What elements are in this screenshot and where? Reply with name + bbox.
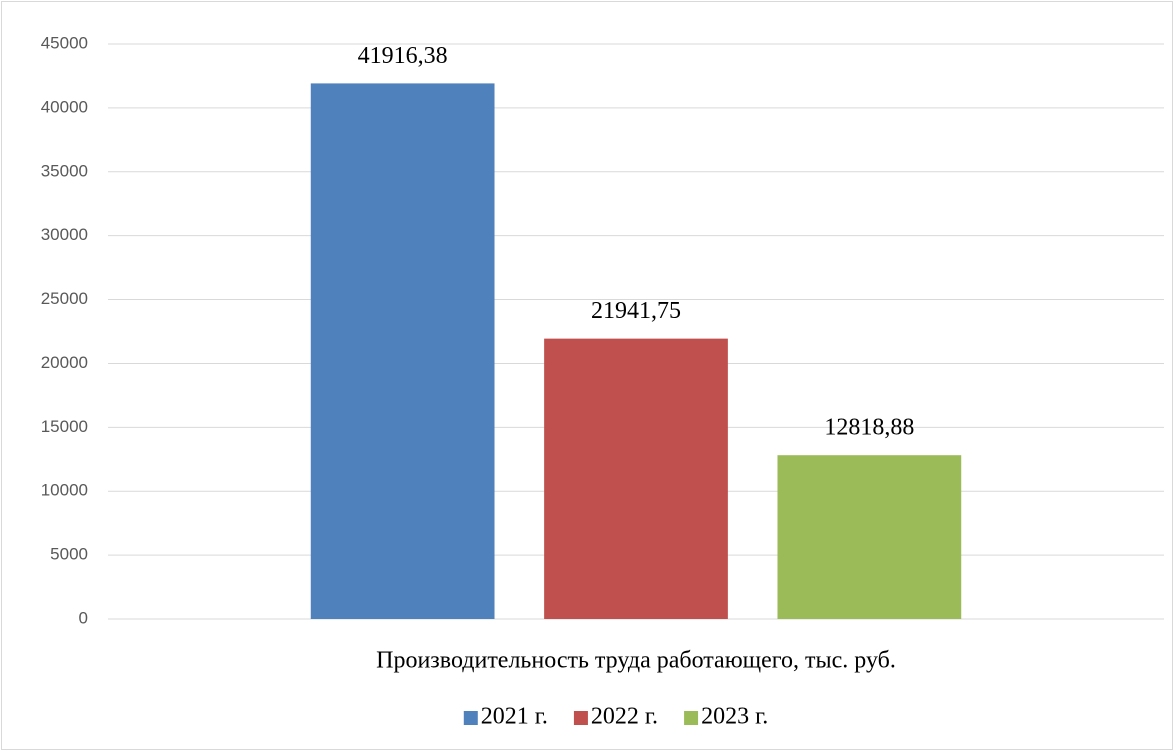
- y-tick-label: 10000: [41, 481, 88, 500]
- legend-swatch: [573, 711, 588, 725]
- data-label: 41916,38: [358, 43, 448, 69]
- bar: [777, 455, 962, 619]
- y-tick-label: 5000: [50, 545, 88, 564]
- bar: [544, 338, 728, 619]
- data-label: 21941,75: [591, 298, 681, 324]
- x-tick-label: Производительность труда работающего, ты…: [376, 648, 896, 674]
- data-label: 12818,88: [824, 415, 914, 441]
- y-tick-label: 25000: [41, 289, 88, 308]
- legend-swatch: [463, 711, 478, 725]
- y-tick-label: 35000: [41, 161, 88, 180]
- legend-label: 2022 г.: [591, 704, 658, 730]
- bar: [310, 83, 495, 620]
- y-tick-label: 15000: [41, 417, 88, 436]
- legend-swatch: [684, 711, 699, 725]
- y-tick-label: 20000: [41, 353, 88, 372]
- legend-label: 2023 г.: [701, 704, 768, 730]
- y-tick-label: 45000: [41, 33, 88, 52]
- y-tick-label: 40000: [41, 97, 88, 116]
- y-tick-label: 30000: [41, 225, 88, 244]
- y-tick-label: 0: [79, 608, 88, 627]
- legend-label: 2021 г.: [481, 704, 548, 730]
